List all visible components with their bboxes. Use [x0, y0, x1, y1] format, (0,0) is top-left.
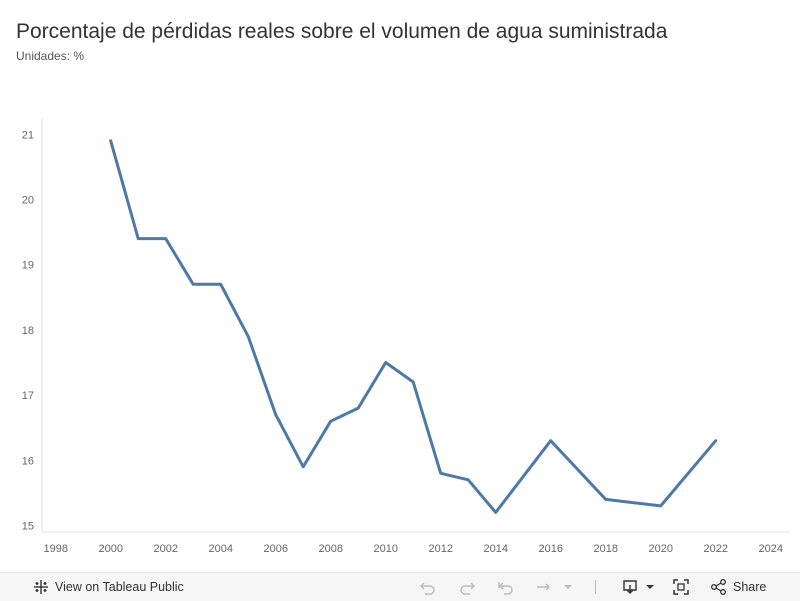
chart-axes: [41, 118, 790, 533]
x-axis-ticks: 1998 2000 2002 2004 2006 2008 2010 2012 2014 2016…: [44, 543, 783, 555]
refresh-icon: [535, 578, 553, 596]
revert-icon: [497, 578, 515, 596]
y-tick-label: 19: [22, 260, 34, 272]
data-point[interactable]: [437, 469, 445, 477]
line-chart: 15 16 17 18 19 20 21 1998 2000 2002 2004 2006 2008 2…: [22, 118, 790, 555]
data-point[interactable]: [272, 411, 280, 419]
x-tick-label: 2000: [99, 543, 123, 555]
download-dropdown-icon[interactable]: [641, 578, 659, 596]
data-point[interactable]: [217, 280, 225, 288]
x-tick-label: 2006: [264, 543, 288, 555]
y-tick-label: 17: [22, 390, 34, 402]
x-tick-label: 2016: [539, 543, 563, 555]
x-tick-label: 2022: [704, 543, 728, 555]
data-point[interactable]: [299, 463, 307, 471]
revert-button[interactable]: [497, 573, 515, 601]
data-point[interactable]: [327, 417, 335, 425]
x-tick-label: 2004: [209, 543, 233, 555]
x-tick-label: 2012: [429, 543, 453, 555]
x-tick-label: 2014: [484, 543, 508, 555]
data-point[interactable]: [409, 378, 417, 386]
y-tick-label: 21: [22, 129, 34, 141]
data-point[interactable]: [134, 235, 142, 243]
y-tick-label: 15: [22, 520, 34, 532]
x-tick-label: 2008: [319, 543, 343, 555]
data-point[interactable]: [547, 437, 555, 445]
data-point[interactable]: [244, 332, 252, 340]
y-tick-label: 20: [22, 194, 34, 206]
x-tick-label: 2010: [374, 543, 398, 555]
data-point[interactable]: [602, 495, 610, 503]
data-point[interactable]: [382, 358, 390, 366]
share-button[interactable]: Share: [710, 573, 766, 601]
refresh-button[interactable]: [535, 573, 577, 601]
y-tick-label: 18: [22, 325, 34, 337]
chart-subtitle: Unidades: %: [16, 49, 85, 63]
x-tick-label: 2024: [759, 543, 783, 555]
data-point[interactable]: [162, 235, 170, 243]
data-point[interactable]: [712, 437, 720, 445]
y-axis-ticks: 15 16 17 18 19 20 21: [22, 129, 34, 532]
chart-title: Porcentaje de pérdidas reales sobre el v…: [16, 20, 668, 43]
x-tick-label: 2002: [154, 543, 178, 555]
redo-button[interactable]: [458, 573, 476, 601]
x-tick-label: 1998: [44, 543, 68, 555]
download-icon: [621, 578, 639, 596]
data-point[interactable]: [492, 508, 500, 516]
view-on-tableau-label: View on Tableau Public: [55, 580, 184, 594]
series-group[interactable]: [107, 137, 720, 517]
data-point[interactable]: [464, 476, 472, 484]
fullscreen-button[interactable]: [672, 573, 690, 601]
undo-icon: [419, 578, 437, 596]
data-point[interactable]: [354, 404, 362, 412]
share-icon: [710, 578, 728, 596]
refresh-dropdown-icon[interactable]: [559, 578, 577, 596]
tableau-toolbar: View on Tableau Public: [0, 572, 800, 601]
data-point[interactable]: [189, 280, 197, 288]
download-button[interactable]: [621, 573, 659, 601]
x-tick-label: 2018: [594, 543, 618, 555]
y-tick-label: 16: [22, 455, 34, 467]
series-line[interactable]: [109, 139, 718, 514]
share-label: Share: [733, 580, 767, 594]
undo-button[interactable]: [419, 573, 437, 601]
data-point[interactable]: [107, 137, 115, 145]
x-tick-label: 2020: [649, 543, 673, 555]
fullscreen-icon: [672, 578, 690, 596]
tableau-logo-icon: [32, 578, 50, 596]
redo-icon: [458, 578, 476, 596]
view-on-tableau-link[interactable]: View on Tableau Public: [32, 573, 184, 601]
data-point[interactable]: [657, 502, 665, 510]
toolbar-divider: [595, 580, 596, 594]
